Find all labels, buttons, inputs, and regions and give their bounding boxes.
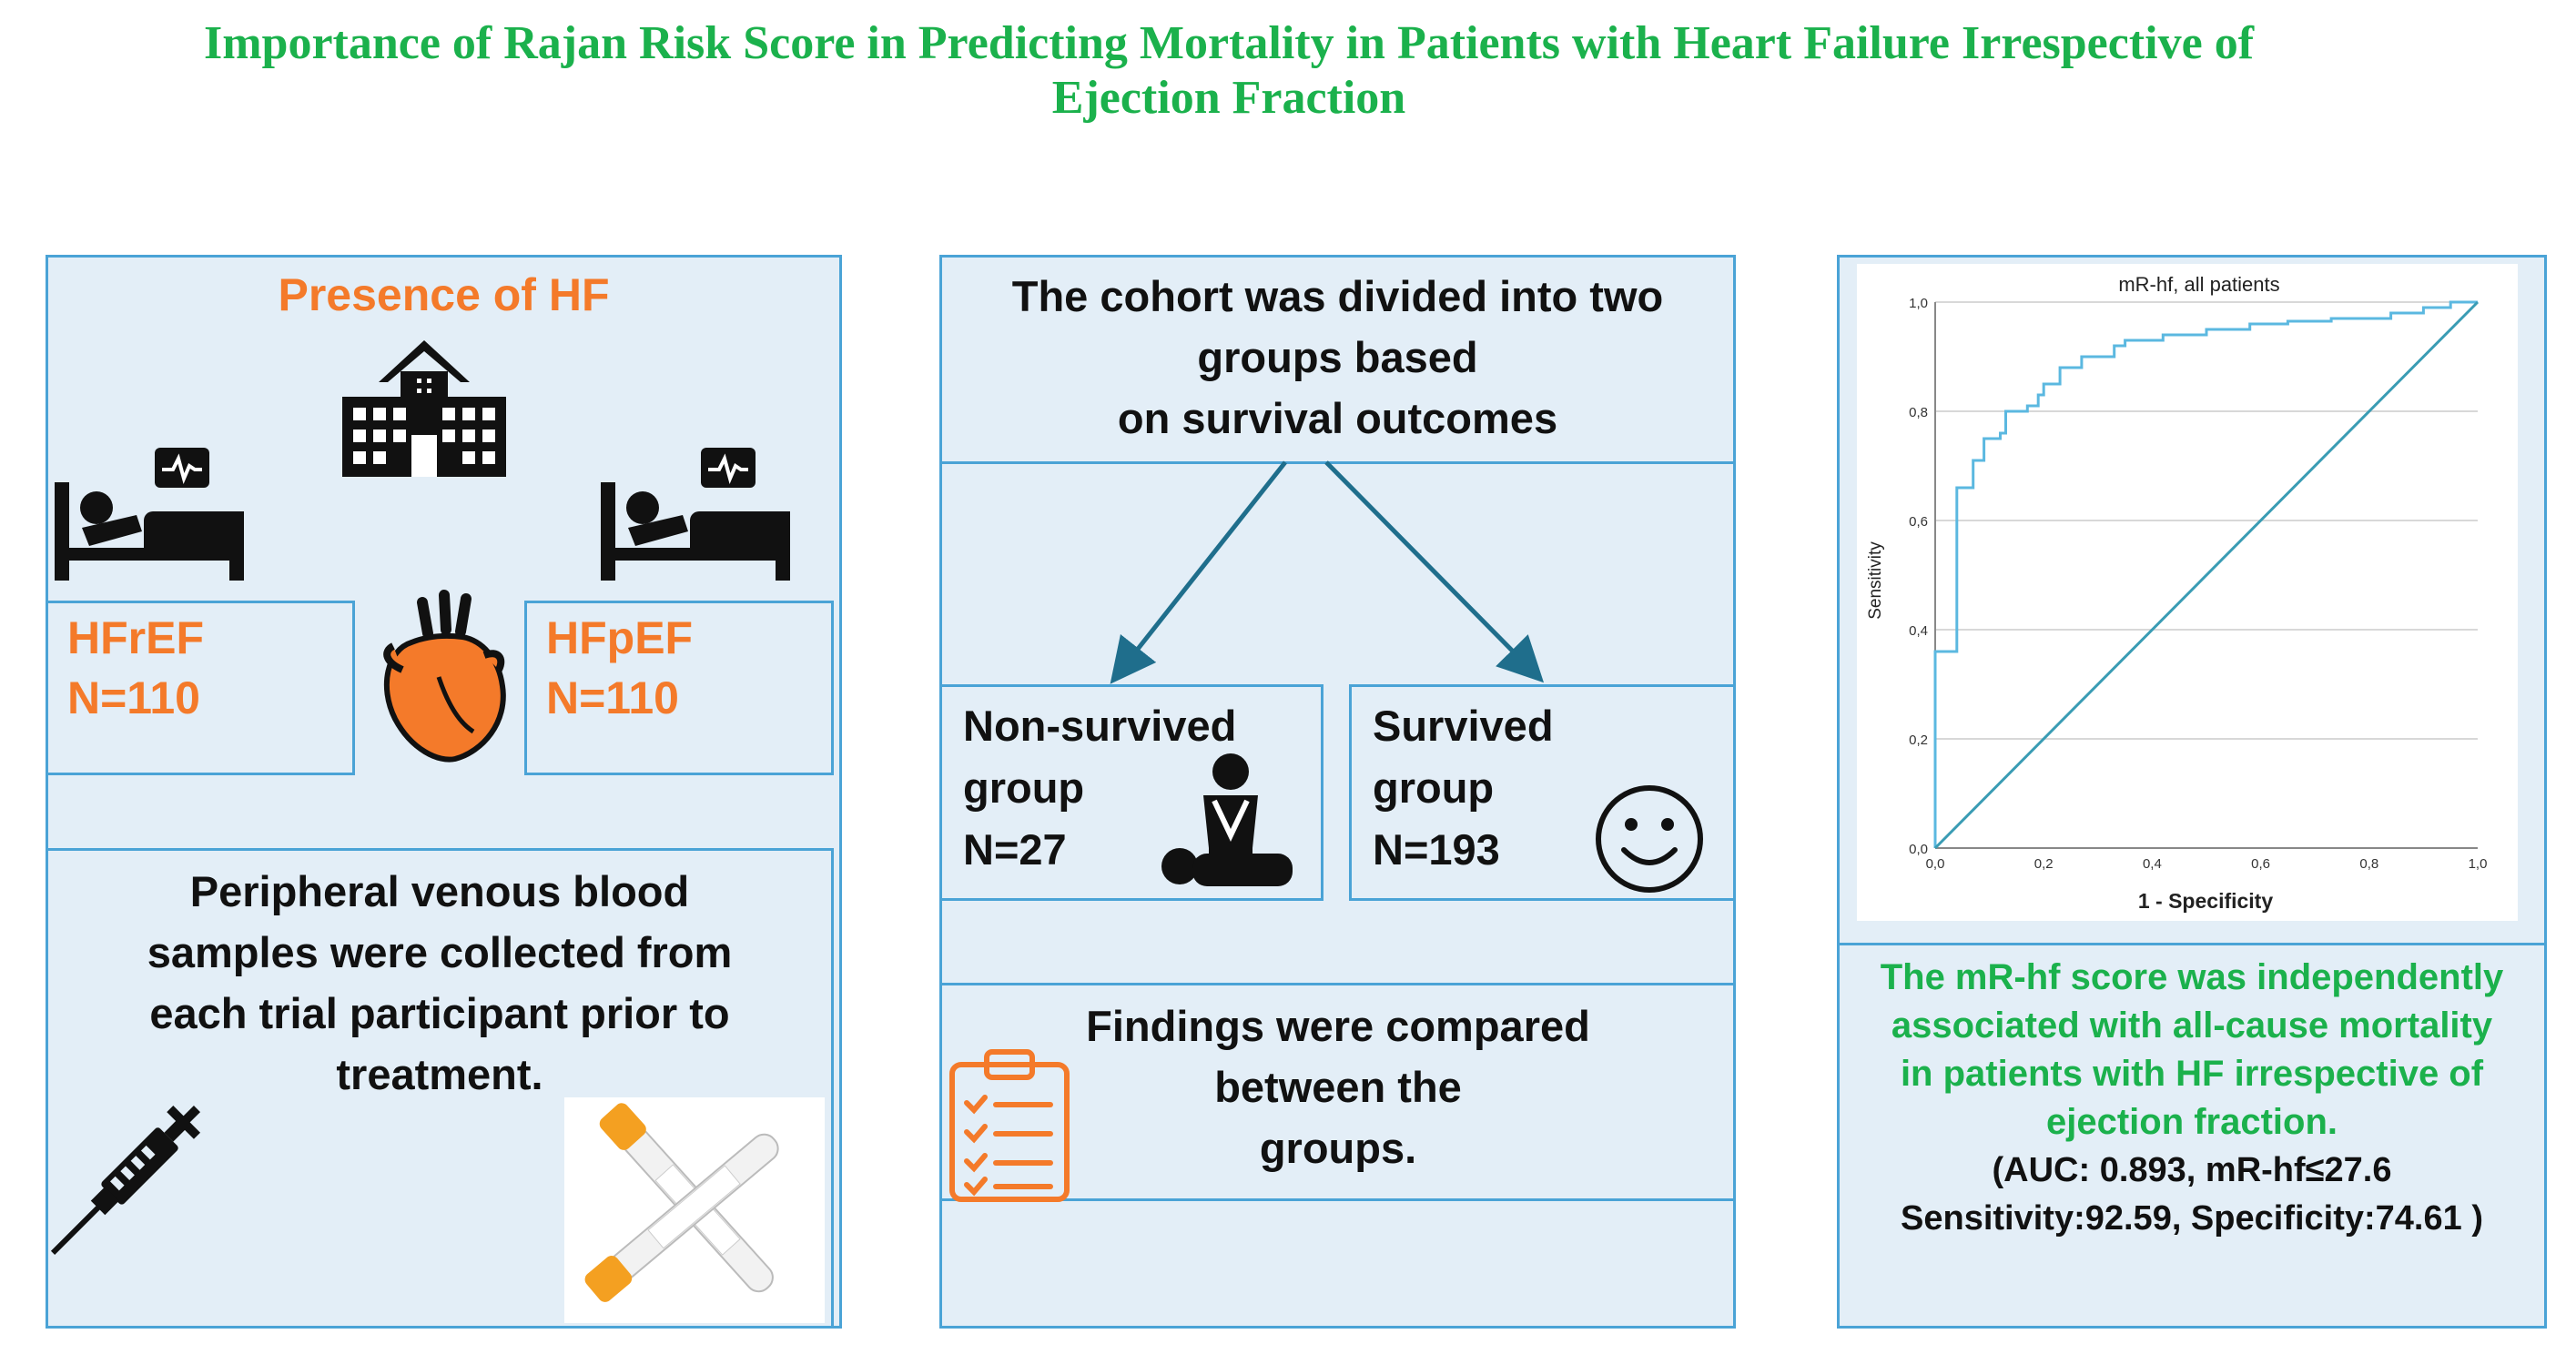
- presence-of-hf-heading: Presence of HF: [278, 269, 610, 320]
- cohort-line-2: groups based: [1197, 333, 1478, 381]
- findings-line-3: groups.: [1259, 1124, 1417, 1172]
- roc-chart-xlabel: 1 - Specificity: [2138, 889, 2273, 913]
- survived-count: N=193: [1373, 825, 1500, 874]
- clipboard-icon: [949, 1049, 1070, 1202]
- patient-bed-icon: [601, 482, 790, 581]
- roc-xtick-label: 0,0: [1926, 856, 1945, 872]
- roc-xtick-label: 1,0: [2469, 856, 2488, 872]
- roc-xtick-label: 0,6: [2251, 856, 2270, 872]
- conclusion-line-3: in patients with HF irrespective of: [1900, 1054, 2484, 1094]
- heart-icon: [383, 590, 506, 763]
- blood-sample-line-3: each trial participant prior to: [149, 989, 730, 1037]
- syringe-icon: [50, 1105, 201, 1256]
- cohort-text: The cohort was divided into two groups b…: [939, 266, 1736, 449]
- stats-text: (AUC: 0.893, mR-hf≤27.6 Sensitivity:92.5…: [1837, 1147, 2547, 1243]
- title-line-2: Ejection Fraction: [1051, 72, 1406, 124]
- split-arrows: [1110, 460, 1545, 684]
- monitor-icon: [701, 448, 756, 488]
- cohort-line-3: on survival outcomes: [1117, 394, 1558, 442]
- survived-text: Survived group N=193: [1373, 695, 1554, 881]
- roc-chart: mR-hf, all patients 0,0 0,2 0,4 0,6 0,8 1,0 0,…: [1857, 264, 2518, 921]
- hfpef-box: [524, 601, 834, 775]
- blood-sample-line-1: Peripheral venous blood: [189, 867, 690, 915]
- stats-line-2: Sensitivity:92.59, Specificity:74.61 ): [1901, 1199, 2483, 1238]
- findings-line-2: between the: [1214, 1063, 1462, 1111]
- roc-ytick-label: 0,8: [1909, 405, 1928, 420]
- stats-line-1: (AUC: 0.893, mR-hf≤27.6: [1992, 1151, 2392, 1189]
- blood-sample-text: Peripheral venous blood samples were col…: [46, 861, 834, 1105]
- blood-tube-icon: [584, 1103, 779, 1302]
- survived-line-2: group: [1373, 763, 1495, 812]
- conclusion-line-2: associated with all-cause mortality: [1891, 1005, 2493, 1046]
- conclusion-line-4: ejection fraction.: [2045, 1102, 2338, 1142]
- blood-sample-line-4: treatment.: [336, 1050, 543, 1098]
- roc-chart-ylabel: Sensitivity: [1866, 541, 1885, 620]
- arrow-to-nonsurvived: [1110, 460, 1287, 684]
- roc-ytick-label: 0,6: [1909, 514, 1928, 530]
- findings-line-1: Findings were compared: [1086, 1002, 1590, 1050]
- survived-line-1: Survived: [1373, 702, 1554, 750]
- roc-xtick-label: 0,2: [2034, 856, 2054, 872]
- findings-text: Findings were compared between the group…: [1029, 995, 1648, 1178]
- cohort-line-1: The cohort was divided into two: [1011, 272, 1664, 320]
- hfref-box: [46, 601, 355, 775]
- conclusion-box: [1837, 943, 2547, 1329]
- arrow-to-survived: [1324, 460, 1545, 683]
- nonsurvived-text: Non-survived group N=27: [963, 695, 1236, 881]
- roc-ytick-label: 0,2: [1909, 733, 1928, 748]
- hfref-count: N=110: [67, 672, 200, 723]
- roc-ytick-label: 1,0: [1909, 296, 1928, 311]
- hospital-icon: [342, 340, 506, 477]
- nonsurvived-line-1: Non-survived: [963, 702, 1237, 750]
- nonsurvived-line-2: group: [963, 763, 1085, 812]
- roc-curve-line: [1933, 300, 2478, 848]
- page-title: Importance of Rajan Risk Score in Predic…: [0, 16, 2458, 126]
- patient-bed-icon: [55, 482, 244, 581]
- roc-ytick-label: 0,4: [1909, 623, 1928, 639]
- roc-xtick-label: 0,8: [2359, 856, 2378, 872]
- hfpef-label: HFpEF: [546, 612, 694, 663]
- conclusion-line-1: The mR-hf score was independently: [1880, 957, 2504, 997]
- roc-xtick-label: 0,4: [2143, 856, 2162, 872]
- nonsurvived-count: N=27: [963, 825, 1067, 874]
- roc-chart-title: mR-hf, all patients: [2118, 273, 2279, 296]
- hfpef-count: N=110: [546, 672, 679, 723]
- monitor-icon: [155, 448, 209, 488]
- title-line-1: Importance of Rajan Risk Score in Predic…: [203, 17, 2255, 69]
- conclusion-text: The mR-hf score was independently associ…: [1837, 954, 2547, 1147]
- roc-reference-line: [1933, 300, 2480, 850]
- smiley-icon: [1596, 785, 1703, 893]
- findings-box: [939, 983, 1736, 1201]
- blood-sample-line-2: samples were collected from: [147, 928, 733, 976]
- cpr-icon: [1161, 753, 1293, 886]
- hfref-label: HFrEF: [67, 612, 204, 663]
- cohort-box: [939, 255, 1736, 464]
- roc-ytick-label: 0,0: [1909, 842, 1928, 857]
